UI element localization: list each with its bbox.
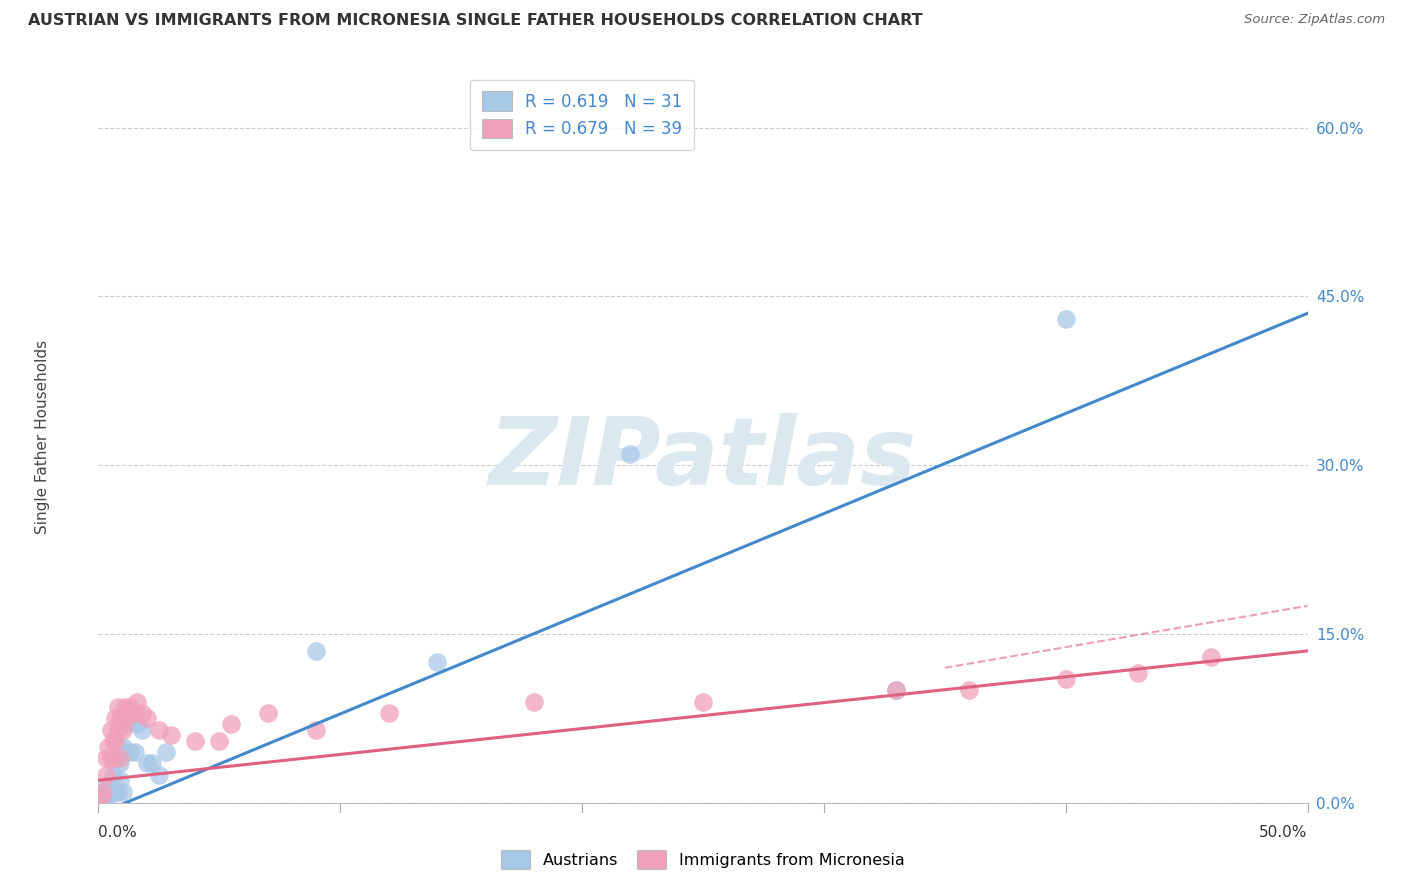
Point <box>108 711 131 725</box>
Point <box>100 751 122 765</box>
Y-axis label: Single Father Households: Single Father Households <box>35 340 51 534</box>
Point <box>107 784 129 798</box>
Point <box>114 700 136 714</box>
Point <box>160 728 183 742</box>
Point <box>124 745 146 759</box>
Point <box>256 706 278 720</box>
Legend: Austrians, Immigrants from Micronesia: Austrians, Immigrants from Micronesia <box>495 844 911 875</box>
Point <box>107 700 129 714</box>
Point <box>111 711 134 725</box>
Text: 50.0%: 50.0% <box>1260 825 1308 840</box>
Point <box>104 711 127 725</box>
Point <box>124 706 146 720</box>
Point <box>94 767 117 781</box>
Point <box>108 751 131 765</box>
Point <box>104 734 127 748</box>
Point <box>305 644 328 658</box>
Point <box>104 784 127 798</box>
Point <box>118 700 141 714</box>
Point <box>100 784 122 798</box>
Point <box>692 694 714 708</box>
Point <box>100 779 122 793</box>
Point <box>184 734 207 748</box>
Point <box>94 784 117 798</box>
Point <box>117 711 139 725</box>
Point <box>91 790 114 805</box>
Point <box>107 723 129 737</box>
Point <box>101 784 124 798</box>
Point <box>305 723 328 737</box>
Point <box>148 767 170 781</box>
Point <box>523 694 546 708</box>
Legend: R = 0.619   N = 31, R = 0.679   N = 39: R = 0.619 N = 31, R = 0.679 N = 39 <box>470 79 695 150</box>
Point <box>111 723 134 737</box>
Point <box>94 779 117 793</box>
Point <box>221 717 243 731</box>
Point <box>1054 312 1077 326</box>
Text: 0.0%: 0.0% <box>98 825 138 840</box>
Point <box>108 773 131 788</box>
Point <box>127 694 149 708</box>
Point <box>90 790 112 805</box>
Point <box>619 447 641 461</box>
Point <box>131 706 153 720</box>
Point <box>97 790 120 805</box>
Point <box>111 739 134 754</box>
Point <box>131 723 153 737</box>
Text: Source: ZipAtlas.com: Source: ZipAtlas.com <box>1244 13 1385 27</box>
Point <box>101 751 124 765</box>
Point <box>118 745 141 759</box>
Point <box>135 756 157 771</box>
Point <box>886 683 908 698</box>
Point <box>886 683 908 698</box>
Point <box>148 723 170 737</box>
Point <box>108 756 131 771</box>
Text: AUSTRIAN VS IMMIGRANTS FROM MICRONESIA SINGLE FATHER HOUSEHOLDS CORRELATION CHAR: AUSTRIAN VS IMMIGRANTS FROM MICRONESIA S… <box>28 13 922 29</box>
Point <box>1054 672 1077 686</box>
Point <box>111 784 134 798</box>
Point <box>101 767 124 781</box>
Point <box>135 711 157 725</box>
Point <box>97 739 120 754</box>
Point <box>101 734 124 748</box>
Point <box>90 790 112 805</box>
Point <box>377 706 399 720</box>
Point <box>107 751 129 765</box>
Point <box>141 756 163 771</box>
Point <box>127 717 149 731</box>
Point <box>114 745 136 759</box>
Point <box>957 683 980 698</box>
Point <box>1199 649 1222 664</box>
Point <box>91 784 114 798</box>
Point <box>100 723 122 737</box>
Point <box>208 734 231 748</box>
Point <box>155 745 177 759</box>
Point <box>426 655 449 669</box>
Point <box>117 717 139 731</box>
Point <box>1128 666 1150 681</box>
Text: ZIPatlas: ZIPatlas <box>489 413 917 505</box>
Point <box>94 751 117 765</box>
